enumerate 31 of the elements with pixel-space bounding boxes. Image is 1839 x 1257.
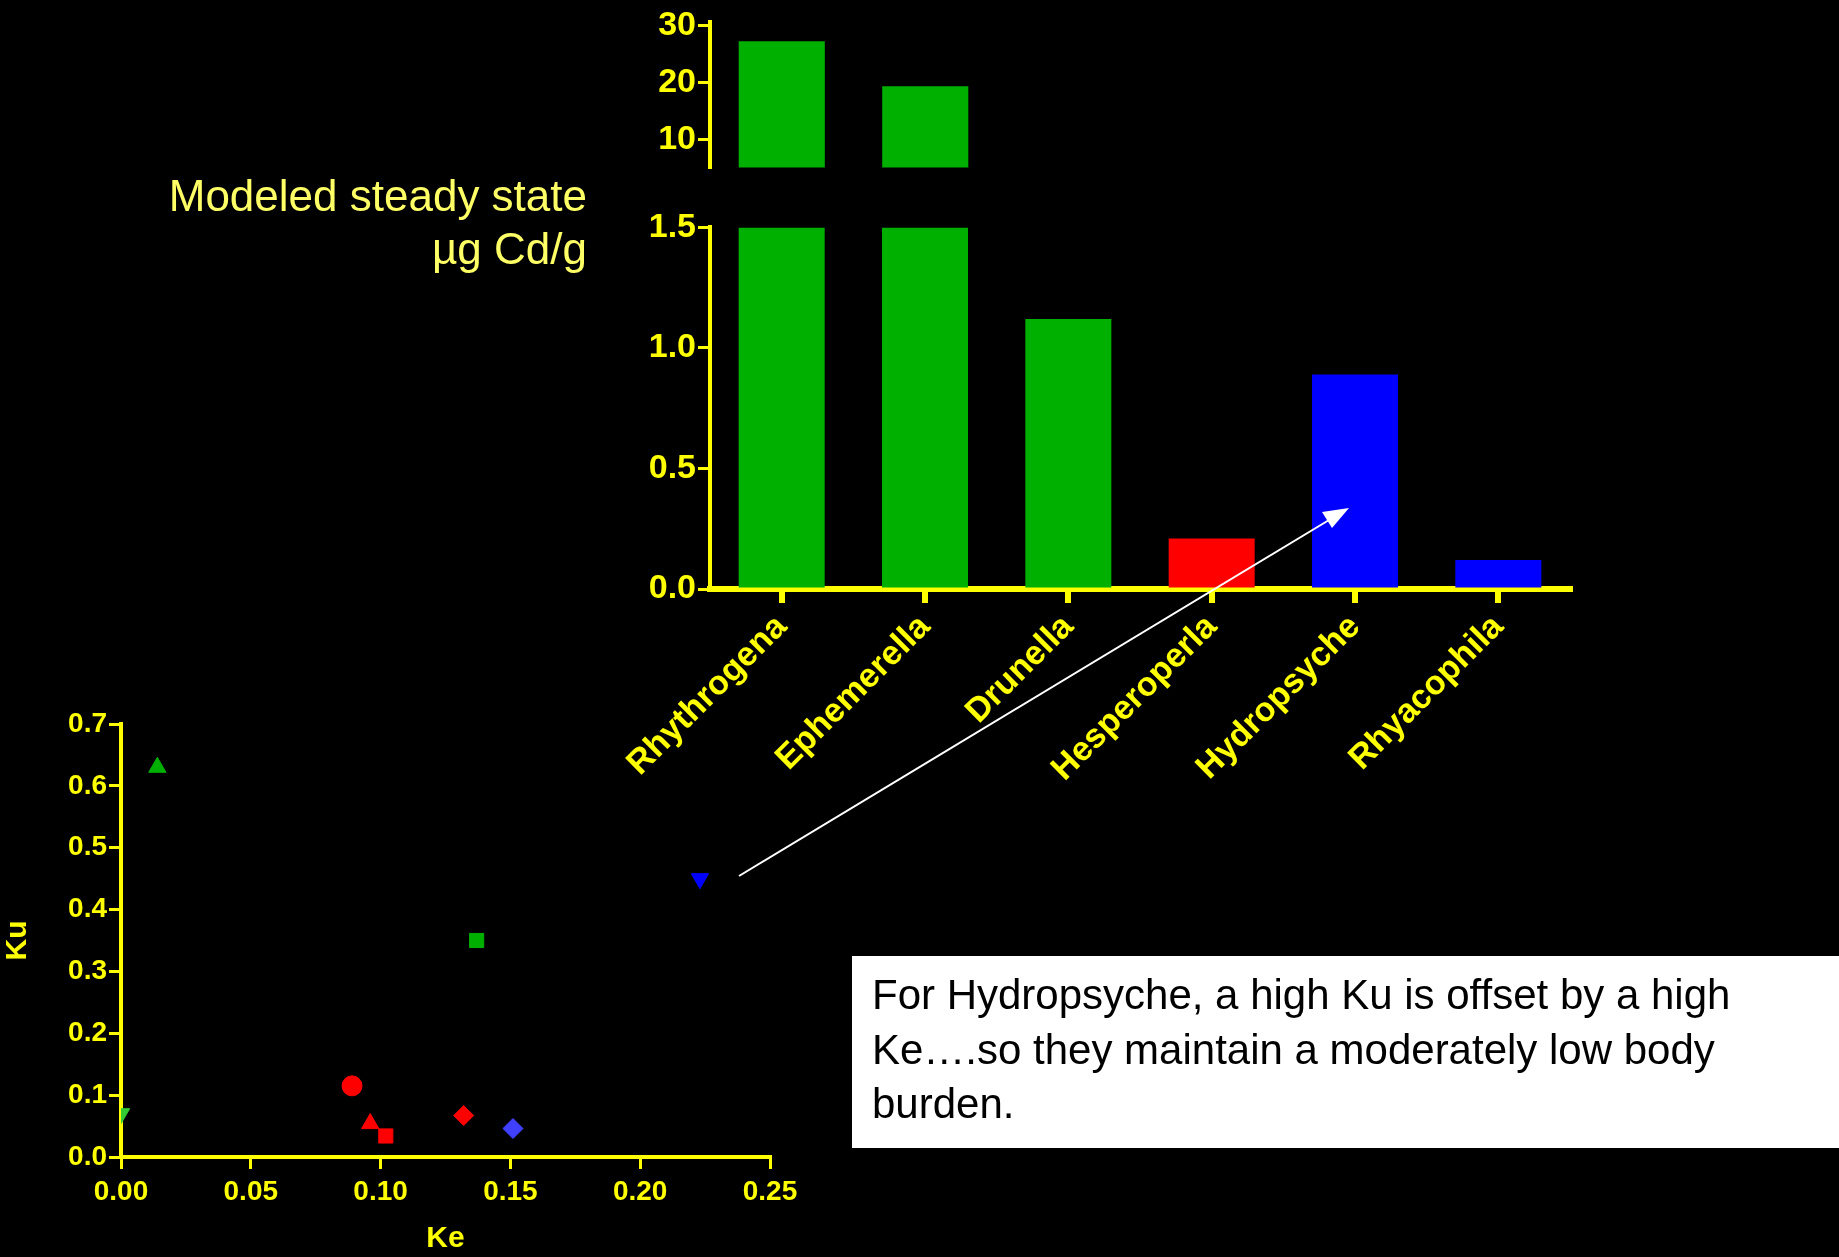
x-tick-label: 0.05	[223, 1174, 279, 1206]
x-tick-label: 0.20	[612, 1174, 668, 1206]
bar	[1168, 538, 1255, 588]
bar	[1455, 560, 1542, 588]
x-axis-title: Ke	[426, 1220, 465, 1254]
x-tick-label: 0.25	[742, 1174, 798, 1206]
y-axis-title: Ku	[0, 920, 33, 961]
y-tick-label: 1.5	[648, 205, 696, 244]
x-tick-label: 0.00	[93, 1174, 149, 1206]
bar	[882, 227, 968, 588]
y-tick-label: 0.2	[68, 1016, 107, 1047]
y-tick-label: 0.4	[68, 892, 108, 924]
y-tick-label: 0.5	[68, 830, 107, 862]
bar	[1025, 319, 1112, 588]
bar	[738, 227, 825, 588]
y-tick-label: 10	[658, 117, 696, 156]
y-tick-label: 30	[658, 3, 696, 42]
y-tick-label: 0.0	[68, 1139, 107, 1171]
y-tick-label: 0.0	[648, 567, 696, 606]
y-tick-label: 0.1	[68, 1077, 107, 1109]
y-tick-label: 1.0	[648, 326, 696, 365]
y-tick-label: 0.7	[68, 706, 107, 738]
bar	[1312, 374, 1398, 588]
x-tick-label: 0.15	[483, 1174, 538, 1206]
y-axis-title: Modeled steady state µg Cd/g	[168, 170, 587, 275]
text: For Hydropsyche, a high Ku is offset by a high Ke….so they maintain a moderately low body burden.	[852, 956, 1839, 1148]
y-tick-label: 0.5	[648, 446, 696, 485]
y-tick-label: 0.3	[68, 954, 107, 986]
x-tick-label: 0.10	[353, 1174, 408, 1206]
y-tick-label: 20	[658, 60, 696, 99]
y-tick-label: 0.6	[68, 768, 107, 800]
